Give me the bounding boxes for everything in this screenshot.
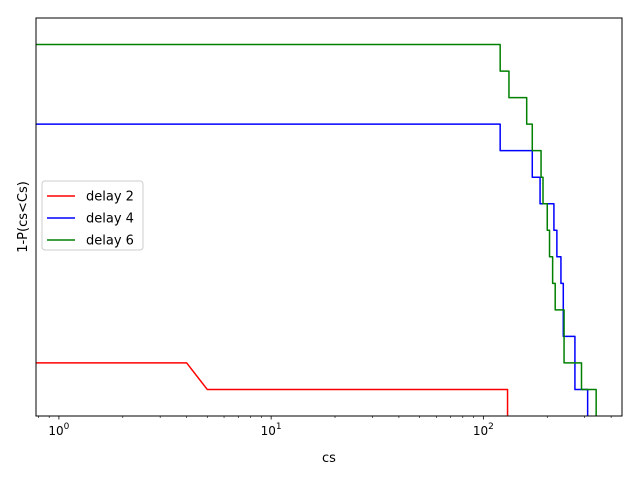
x-axis-label: cs (322, 451, 336, 466)
series-line-1 (36, 362, 509, 416)
plot-frame (35, 17, 623, 417)
series-layer (36, 43, 597, 416)
series-line-3 (36, 43, 597, 416)
legend-box (41, 180, 144, 251)
x-tick-label: 101 (261, 422, 282, 438)
legend-label: delay 6 (86, 234, 134, 249)
legend: delay 2 delay 4 delay 6 (41, 180, 144, 251)
x-tick-label: 100 (48, 422, 69, 438)
y-axis-label: 1-P(cs<Cs) (16, 181, 31, 253)
x-tick-label: 102 (473, 422, 494, 438)
legend-label: delay 4 (86, 212, 134, 227)
legend-label: delay 2 (86, 190, 134, 205)
x-axis: 100 101 102 (38, 416, 612, 438)
